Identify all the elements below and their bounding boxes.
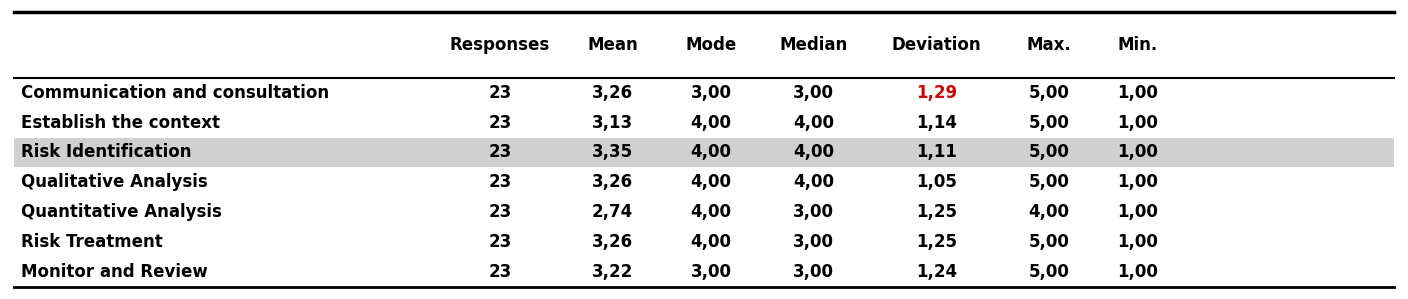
Text: Monitor and Review: Monitor and Review [21, 263, 208, 281]
Text: Responses: Responses [449, 36, 551, 54]
Text: 23: 23 [489, 144, 511, 161]
Text: 4,00: 4,00 [1028, 203, 1070, 221]
Text: 23: 23 [489, 263, 511, 281]
Bar [14, 138, 1394, 167]
Text: 3,00: 3,00 [793, 263, 835, 281]
Text: 3,00: 3,00 [690, 84, 732, 102]
Text: 4,00: 4,00 [690, 144, 732, 161]
Text: 4,00: 4,00 [793, 144, 835, 161]
Text: 5,00: 5,00 [1028, 114, 1070, 132]
Text: 1,00: 1,00 [1117, 173, 1159, 191]
Text: Qualitative Analysis: Qualitative Analysis [21, 173, 208, 191]
Text: 23: 23 [489, 173, 511, 191]
Text: 4,00: 4,00 [690, 233, 732, 251]
Text: 1,25: 1,25 [915, 203, 957, 221]
Text: 5,00: 5,00 [1028, 144, 1070, 161]
Text: 1,00: 1,00 [1117, 144, 1159, 161]
Text: 5,00: 5,00 [1028, 263, 1070, 281]
Text: Risk Treatment: Risk Treatment [21, 233, 163, 251]
Text: 3,00: 3,00 [793, 203, 835, 221]
Text: 1,29: 1,29 [915, 84, 957, 102]
Text: 1,11: 1,11 [915, 144, 957, 161]
Text: 23: 23 [489, 114, 511, 132]
Text: 5,00: 5,00 [1028, 233, 1070, 251]
Text: 3,26: 3,26 [591, 233, 634, 251]
Text: 5,00: 5,00 [1028, 173, 1070, 191]
Text: 3,13: 3,13 [591, 114, 634, 132]
Text: 4,00: 4,00 [690, 114, 732, 132]
Text: 1,00: 1,00 [1117, 84, 1159, 102]
Text: Min.: Min. [1118, 36, 1157, 54]
Text: 1,00: 1,00 [1117, 233, 1159, 251]
Text: 3,00: 3,00 [793, 84, 835, 102]
Text: 4,00: 4,00 [690, 173, 732, 191]
Text: 2,74: 2,74 [591, 203, 634, 221]
Text: Deviation: Deviation [891, 36, 981, 54]
Text: 1,00: 1,00 [1117, 114, 1159, 132]
Text: 23: 23 [489, 84, 511, 102]
Text: Median: Median [780, 36, 848, 54]
Text: 3,00: 3,00 [793, 233, 835, 251]
Text: 3,22: 3,22 [591, 263, 634, 281]
Text: 3,26: 3,26 [591, 173, 634, 191]
Text: 23: 23 [489, 233, 511, 251]
Text: Quantitative Analysis: Quantitative Analysis [21, 203, 222, 221]
Text: Mode: Mode [686, 36, 736, 54]
Text: 23: 23 [489, 203, 511, 221]
Text: Max.: Max. [1026, 36, 1071, 54]
Text: 5,00: 5,00 [1028, 84, 1070, 102]
Text: 3,35: 3,35 [591, 144, 634, 161]
Text: Mean: Mean [587, 36, 638, 54]
Text: 3,00: 3,00 [690, 263, 732, 281]
Text: 1,00: 1,00 [1117, 203, 1159, 221]
Text: 3,26: 3,26 [591, 84, 634, 102]
Text: 1,24: 1,24 [915, 263, 957, 281]
Text: 1,14: 1,14 [915, 114, 957, 132]
Text: 1,00: 1,00 [1117, 263, 1159, 281]
Text: 1,05: 1,05 [915, 173, 957, 191]
Text: 4,00: 4,00 [793, 173, 835, 191]
Text: Establish the context: Establish the context [21, 114, 220, 132]
Text: 4,00: 4,00 [793, 114, 835, 132]
Text: 4,00: 4,00 [690, 203, 732, 221]
Text: 1,25: 1,25 [915, 233, 957, 251]
Text: Risk Identification: Risk Identification [21, 144, 191, 161]
Text: Communication and consultation: Communication and consultation [21, 84, 329, 102]
